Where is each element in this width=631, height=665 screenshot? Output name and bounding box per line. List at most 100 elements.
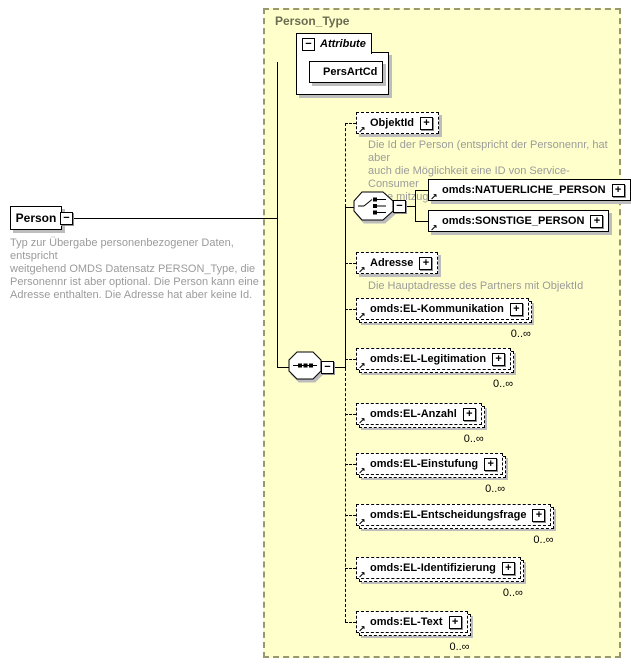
element-name: omds:EL-Einstufung	[370, 458, 479, 470]
connector-line	[345, 568, 356, 569]
attributes-tab: − Attribute	[296, 33, 372, 54]
plus-glyph: +	[487, 457, 494, 470]
element-description: Typ zur Übergabe personenbezogener Daten…	[10, 237, 259, 301]
expand-icon[interactable]: +	[484, 457, 498, 471]
element-el-text[interactable]: ↗ omds:EL-Text + 0..∞	[356, 611, 471, 653]
connector-line	[415, 221, 428, 222]
element-name: omds:EL-Identifizierung	[370, 562, 496, 574]
connector-line	[277, 62, 278, 368]
reference-arrow-icon: ↗	[358, 311, 366, 321]
element-person[interactable]: Person	[10, 206, 62, 230]
plus-glyph: +	[505, 561, 512, 574]
choice-icon[interactable]	[352, 191, 400, 226]
element-natuerliche-person[interactable]: ↗ omds:NATUERLICHE_PERSON +	[428, 179, 631, 202]
connector-line	[345, 263, 356, 264]
plus-glyph: +	[593, 214, 601, 227]
element-name: Adresse	[370, 257, 414, 269]
expand-icon[interactable]: +	[590, 214, 604, 228]
attribute-persartcd[interactable]: PersArtCd	[309, 61, 384, 83]
element-objektid[interactable]: ↗ ObjektId +	[356, 112, 440, 135]
reference-arrow-icon: ↗	[358, 624, 366, 634]
collapse-icon[interactable]: −	[393, 200, 406, 213]
plus-glyph: +	[422, 256, 430, 269]
collapse-icon[interactable]: −	[321, 361, 334, 374]
element-el-anzahl[interactable]: ↗ omds:EL-Anzahl + 0..∞	[356, 403, 485, 445]
occurrence-label: 0..∞	[463, 433, 484, 445]
reference-arrow-icon: ↗	[358, 265, 366, 275]
expand-icon[interactable]: +	[448, 615, 462, 629]
minus-glyph: −	[324, 361, 331, 373]
minus-glyph: −	[305, 37, 312, 50]
reference-arrow-icon: ↗	[358, 361, 366, 371]
element-sonstige-person[interactable]: ↗ omds:SONSTIGE_PERSON +	[428, 210, 610, 233]
collapse-icon[interactable]: −	[60, 212, 73, 225]
occurrence-label: 0..∞	[485, 483, 506, 495]
sequence-icon[interactable]	[288, 351, 328, 386]
reference-arrow-icon: ↗	[358, 416, 366, 426]
attribute-name: PersArtCd	[323, 66, 378, 78]
collapse-icon[interactable]: −	[302, 37, 315, 51]
reference-arrow-icon: ↗	[358, 125, 366, 135]
element-description: Die Hauptadresse des Partners mit Objekt…	[368, 280, 584, 292]
element-name: Person	[15, 211, 57, 225]
occurrence-label: 0..∞	[510, 328, 531, 340]
person-type-panel: Person_Type	[263, 8, 621, 658]
plus-glyph: +	[423, 116, 430, 129]
element-name: omds:EL-Anzahl	[370, 408, 457, 420]
expand-icon[interactable]: +	[501, 561, 515, 575]
connector-line	[345, 414, 356, 415]
panel-title: Person_Type	[275, 14, 350, 28]
element-el-entscheidungsfrage[interactable]: ↗ omds:EL-Entscheidungsfrage + 0..∞	[356, 504, 555, 546]
attributes-label: Attribute	[320, 38, 366, 50]
connector-line	[345, 309, 356, 310]
connector-line	[345, 622, 356, 623]
plus-glyph: +	[535, 508, 543, 521]
connector-line	[407, 206, 416, 207]
plus-glyph: +	[466, 407, 473, 420]
plus-glyph: +	[451, 615, 459, 628]
element-el-kommunikation[interactable]: ↗ omds:EL-Kommunikation + 0..∞	[356, 298, 532, 340]
connector-line	[415, 190, 428, 191]
connector-line	[345, 368, 346, 622]
occurrence-label: 0..∞	[449, 641, 470, 653]
occurrence-label: 0..∞	[493, 378, 514, 390]
connector-line	[335, 367, 345, 368]
plus-glyph: +	[513, 302, 520, 315]
element-name: omds:EL-Entscheidungsfrage	[370, 509, 527, 521]
reference-arrow-icon: ↗	[358, 570, 366, 580]
connector-line	[74, 218, 278, 219]
plus-glyph: +	[495, 352, 502, 365]
element-el-identifizierung[interactable]: ↗ omds:EL-Identifizierung + 0..∞	[356, 557, 524, 599]
reference-arrow-icon: ↗	[358, 466, 366, 476]
element-name: omds:EL-Text	[370, 616, 443, 628]
connector-line	[345, 123, 356, 124]
element-name: ObjektId	[370, 117, 415, 129]
element-name: omds:EL-Kommunikation	[370, 303, 504, 315]
reference-arrow-icon: ↗	[358, 517, 366, 527]
expand-icon[interactable]: +	[420, 116, 434, 130]
expand-icon[interactable]: +	[419, 256, 433, 270]
element-el-legitimation[interactable]: ↗ omds:EL-Legitimation + 0..∞	[356, 348, 515, 390]
element-adresse[interactable]: ↗ Adresse +	[356, 252, 439, 275]
occurrence-label: 0..∞	[502, 587, 523, 599]
expand-icon[interactable]: +	[462, 407, 476, 421]
occurrence-label: 0..∞	[533, 534, 554, 546]
element-name: omds:SONSTIGE_PERSON	[442, 215, 585, 227]
expand-icon[interactable]: +	[492, 352, 506, 366]
connector-line	[345, 515, 356, 516]
connector-line	[345, 207, 346, 368]
expand-icon[interactable]: +	[611, 183, 625, 197]
connector-line	[345, 123, 346, 207]
element-name: omds:EL-Legitimation	[370, 353, 487, 365]
minus-glyph: −	[63, 212, 70, 224]
reference-arrow-icon: ↗	[430, 223, 438, 233]
expand-icon[interactable]: +	[532, 508, 546, 522]
element-el-einstufung[interactable]: ↗ omds:EL-Einstufung + 0..∞	[356, 453, 507, 495]
expand-icon[interactable]: +	[509, 302, 523, 316]
element-name: omds:NATUERLICHE_PERSON	[442, 184, 606, 196]
connector-line	[345, 207, 354, 208]
connector-line	[345, 464, 356, 465]
reference-arrow-icon: ↗	[430, 192, 438, 202]
connector-line	[345, 359, 356, 360]
